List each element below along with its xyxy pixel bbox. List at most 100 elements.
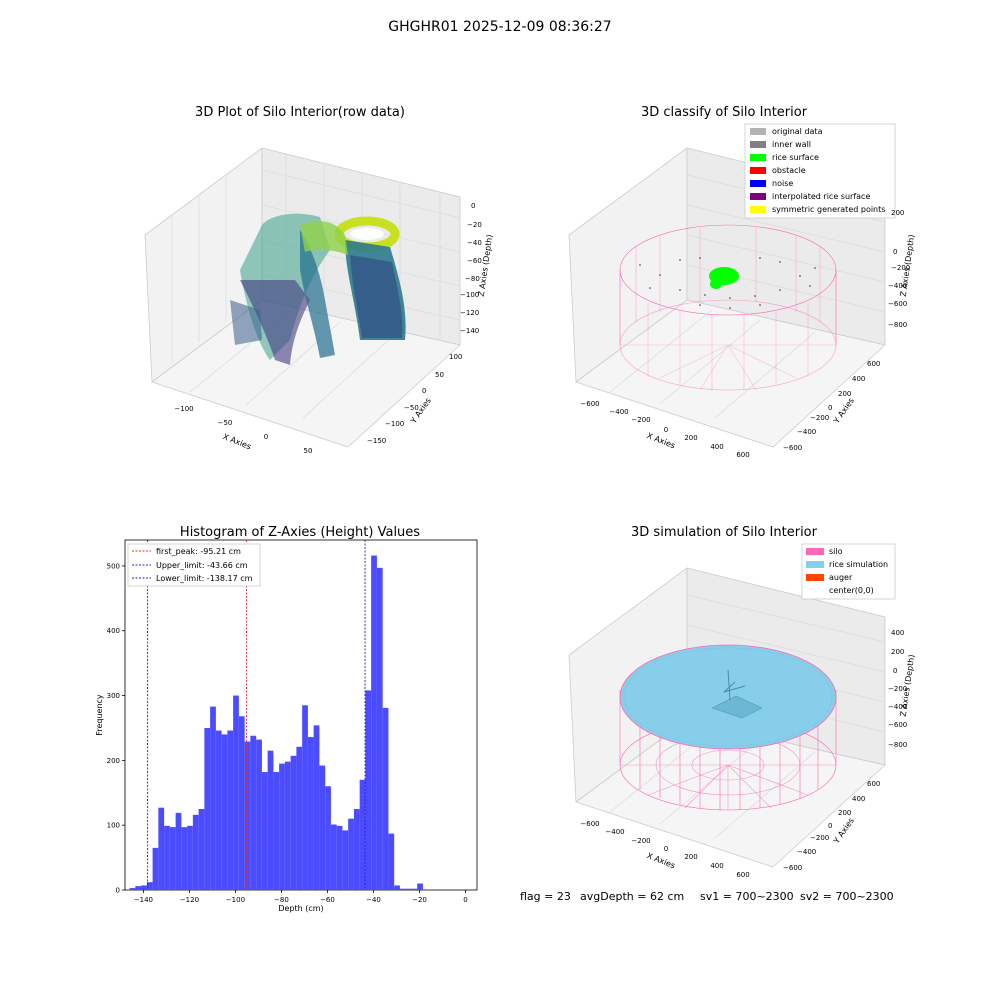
figure-suptitle: GHGHR01 2025-12-09 08:36:27 — [388, 19, 611, 35]
panel1-xtick: 50 — [304, 447, 313, 455]
hist-bar — [256, 739, 262, 890]
panel2-xtick: −200 — [631, 416, 650, 424]
panel2-xtick: 400 — [710, 443, 723, 451]
panel1-point-cloud — [230, 213, 406, 365]
panel4-xtick: −400 — [605, 828, 624, 836]
hist-bar — [371, 555, 377, 890]
legend-label-silo: silo — [829, 547, 843, 556]
hist-bar — [348, 818, 354, 890]
legend-swatch-inner-wall — [750, 141, 766, 148]
hist-xtick-label: −40 — [366, 896, 381, 904]
hist-ytick-label: 300 — [107, 692, 120, 700]
hist-bar — [284, 761, 291, 890]
panel2-ztick: −400 — [888, 282, 907, 290]
hist-xtick-label: −60 — [320, 896, 335, 904]
status-sv2: sv2 = 700~2300 — [800, 890, 894, 903]
hist-ytick-label: 0 — [116, 887, 120, 895]
panel4-ytick: 600 — [867, 780, 880, 788]
hist-bar — [198, 808, 205, 890]
hist-xtick-label: 0 — [463, 896, 467, 904]
panel1-xtick: −100 — [174, 405, 193, 413]
panel4-ylabel: Y Axies — [831, 816, 856, 846]
hist-bar — [210, 706, 216, 890]
panel1-z-ticks: 0 −20 −40 −60 −80 −100 −120 −140 — [460, 202, 482, 335]
hist-xtick-label: −140 — [134, 896, 153, 904]
hist-bar — [141, 885, 147, 890]
hist-bar — [187, 825, 193, 890]
panel1-ztick: −120 — [460, 309, 479, 317]
wall-scatter-points — [230, 213, 348, 365]
panel2-ztick: 0 — [893, 248, 897, 256]
panel2-xtick: 200 — [684, 434, 697, 442]
panel4-xtick: −600 — [580, 820, 599, 828]
legend-label-interpolated: interpolated rice surface — [772, 192, 870, 201]
hist-bar — [279, 763, 285, 890]
status-footer: flag = 23 avgDepth = 62 cm sv1 = 700~230… — [520, 890, 894, 903]
hist-xtick-label: −120 — [180, 896, 199, 904]
panel2-silo-wireframe — [619, 224, 837, 391]
legend-label-rice-simulation: rice simulation — [829, 560, 888, 569]
panel4-ztick: 200 — [891, 648, 904, 656]
hist-bar — [325, 786, 331, 890]
hist-ytick-label: 500 — [107, 562, 120, 570]
hist-bar — [227, 730, 234, 890]
panel1-ytick: −100 — [385, 420, 404, 428]
panel1-ztick: −80 — [465, 275, 480, 283]
rice-simulation-surface — [619, 644, 837, 750]
panel3-title: Histogram of Z-Axies (Height) Values — [180, 525, 420, 540]
panel4-ztick: −600 — [888, 721, 907, 729]
panel2-legend-box — [744, 123, 896, 219]
legend-label-first-peak: first_peak: -95.21 cm — [156, 547, 241, 556]
panel4-ytick: 0 — [828, 822, 832, 830]
hist-bar — [267, 750, 274, 890]
panel1-xlabel: X Axies — [222, 432, 253, 451]
status-avg-depth: avgDepth = 62 cm — [580, 890, 684, 903]
status-sv1: sv1 = 700~2300 — [700, 890, 794, 903]
auger-marker — [723, 669, 746, 701]
hist-bar — [175, 812, 182, 890]
hist-vlines — [147, 540, 366, 890]
hist-bar — [376, 567, 383, 890]
hist-bar — [365, 690, 372, 890]
hist-bar — [336, 825, 343, 890]
hist-ytick-label: 400 — [107, 627, 120, 635]
panel4-ytick: 200 — [838, 809, 851, 817]
panel1-ytick: −150 — [367, 437, 386, 445]
panel2-ytick: 600 — [867, 360, 880, 368]
hist-bar — [342, 830, 349, 890]
panel1-ztick: −20 — [467, 221, 482, 229]
hist-bar — [221, 734, 228, 890]
hist-bar — [388, 833, 395, 890]
panel1-ytick: 100 — [449, 353, 462, 361]
panel2-x-ticks: −600 −400 −200 0 200 400 600 — [580, 400, 749, 459]
panel4-ztick: −800 — [888, 741, 907, 749]
hist-bar — [250, 735, 257, 890]
panel4-z-ticks: 400 200 0 −200 −400 −600 −800 — [888, 629, 907, 749]
hist-ylabel: Frequency — [95, 694, 104, 736]
panel1-x-ticks: −100 −50 0 50 — [174, 405, 312, 455]
hist-x-ticks: −140 −120 −100 −80 −60 −40 −20 0 — [134, 890, 468, 904]
panel4-ztick: −400 — [888, 703, 907, 711]
hist-bar — [313, 725, 320, 890]
panel4-xtick: 200 — [684, 853, 697, 861]
legend-label-symmetric: symmetric generated points — [772, 205, 885, 214]
hist-bar — [261, 772, 268, 890]
hist-bar — [233, 695, 239, 890]
panel-simulation: 3D simulation of Silo Interior — [568, 525, 916, 879]
hist-bar — [417, 883, 423, 890]
panel4-xtick: −200 — [631, 837, 650, 845]
hist-ytick-label: 100 — [107, 822, 120, 830]
hist-xlabel: Depth (cm) — [278, 904, 323, 913]
panel2-xtick: −600 — [580, 400, 599, 408]
hist-bar — [181, 827, 188, 890]
panel2-ytick: −400 — [797, 428, 816, 436]
hist-bar — [307, 737, 314, 890]
legend-label-inner-wall: inner wall — [772, 140, 811, 149]
legend-swatch-rice-surface — [750, 154, 766, 161]
panel2-ylabel: Y Axies — [831, 396, 856, 426]
panel2-xtick: −400 — [609, 408, 628, 416]
panel4-legend: silo rice simulation auger center(0,0) — [801, 543, 896, 600]
legend-swatch-silo — [806, 548, 824, 555]
panel4-ytick: −600 — [783, 864, 802, 872]
